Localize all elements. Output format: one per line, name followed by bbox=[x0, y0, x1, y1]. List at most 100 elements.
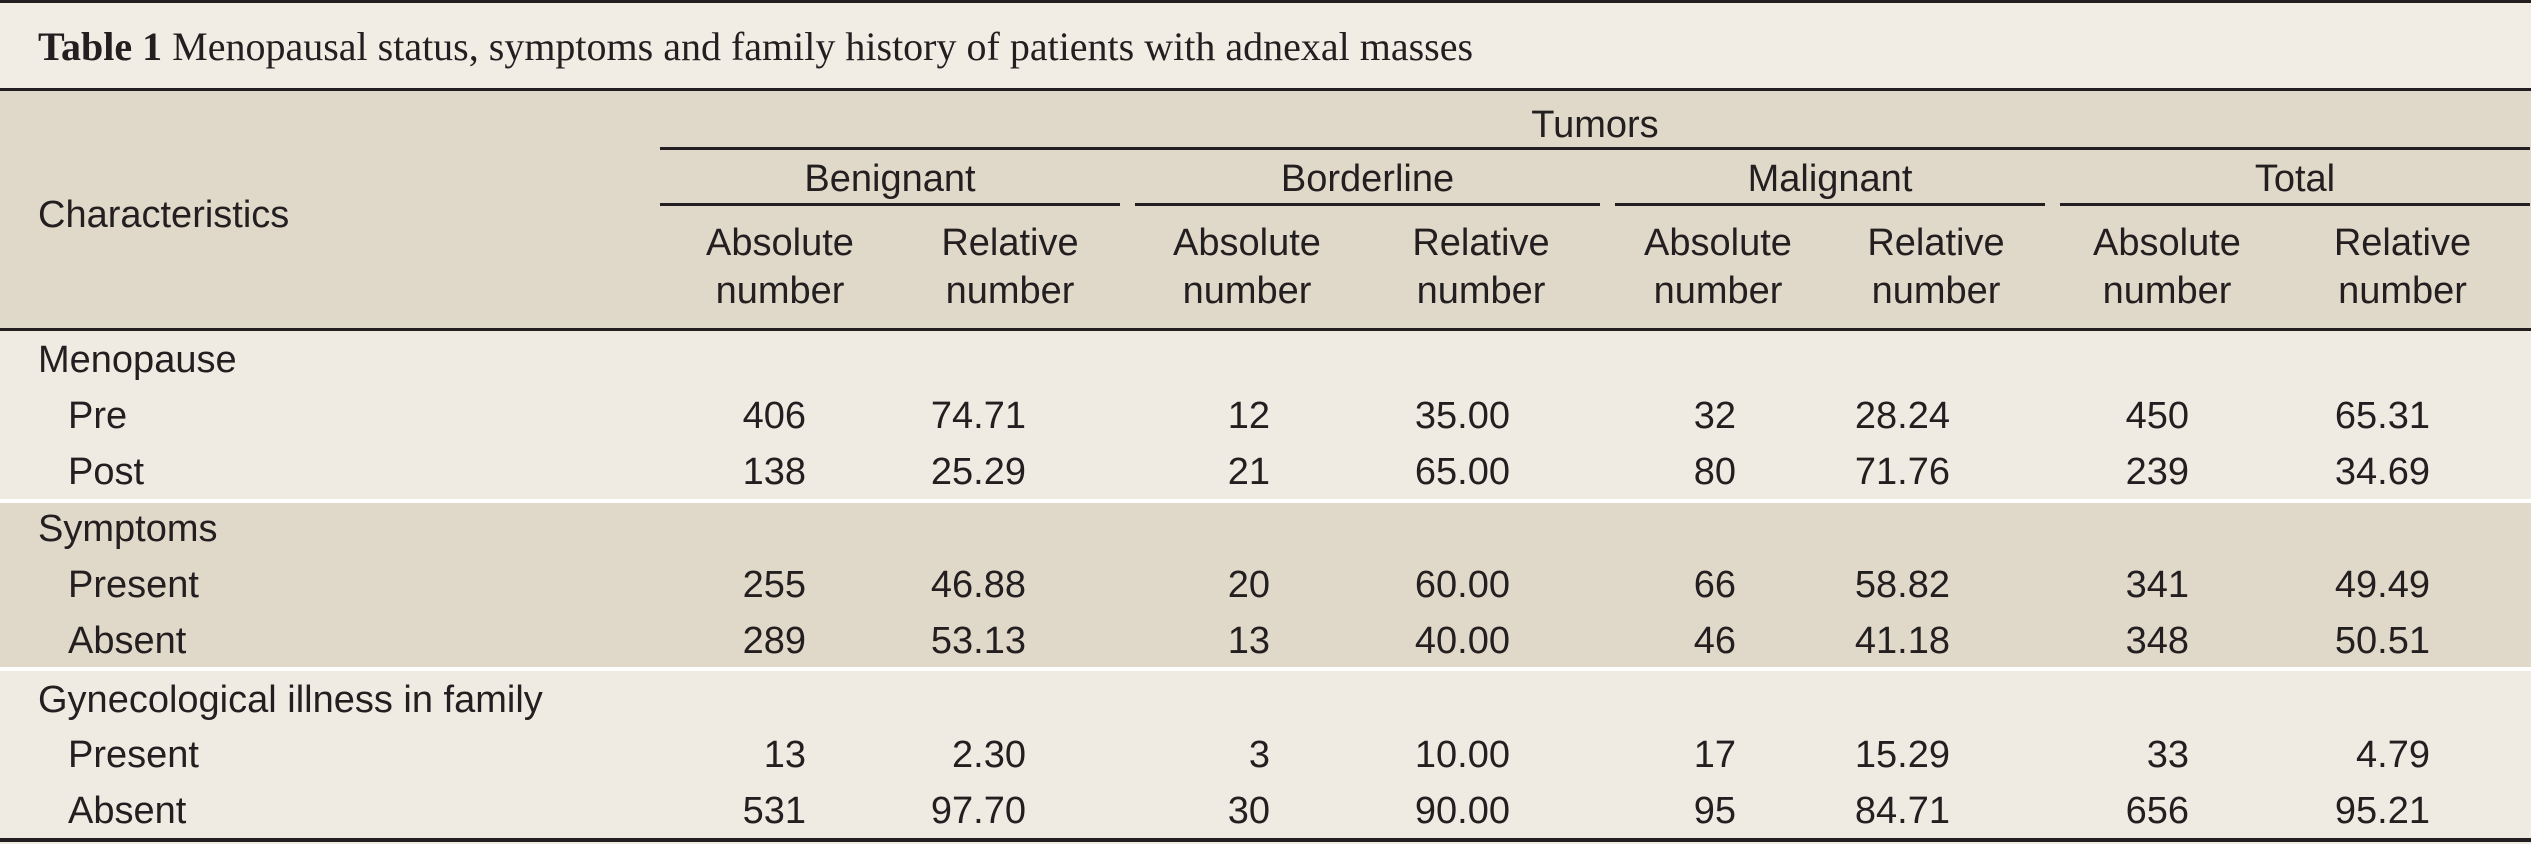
section-family bbox=[0, 667, 2531, 838]
table-cell: 15.29 bbox=[1854, 734, 1950, 776]
table-cell: 21 bbox=[1227, 451, 1270, 493]
subhdr-line: number bbox=[715, 270, 845, 312]
subhdr-line: Relative bbox=[1412, 222, 1550, 264]
header-tumors: Tumors bbox=[1531, 104, 1659, 146]
subhdr-line: number bbox=[1871, 270, 2001, 312]
subhdr-line: Absolute bbox=[1173, 222, 1321, 264]
table-cell: 97.70 bbox=[930, 790, 1026, 832]
subhdr-line: Absolute bbox=[1644, 222, 1792, 264]
table-cell: 4.79 bbox=[2356, 734, 2430, 776]
table-cell: 35.00 bbox=[1414, 395, 1510, 437]
table-header: Characteristics Tumors Benignant Borderl… bbox=[0, 88, 2531, 331]
subhdr-borderline-relative: Relative number bbox=[1381, 219, 1581, 315]
table-cell: 341 bbox=[2125, 564, 2189, 606]
row-label: Absent bbox=[68, 620, 187, 662]
subhdr-line: Absolute bbox=[706, 222, 854, 264]
group-malignant: Malignant bbox=[1747, 158, 1913, 200]
table-cell: 53.13 bbox=[930, 620, 1026, 662]
total-rule bbox=[2060, 203, 2530, 206]
table-cell: 2.30 bbox=[952, 734, 1026, 776]
subhdr-line: number bbox=[2338, 270, 2467, 312]
group-borderline: Borderline bbox=[1280, 158, 1455, 200]
table-cell: 255 bbox=[742, 564, 806, 606]
table-cell: 656 bbox=[2125, 790, 2189, 832]
table-cell: 84.71 bbox=[1854, 790, 1950, 832]
section-title: Gynecological illness in family bbox=[38, 679, 543, 721]
table-cell: 60.00 bbox=[1414, 564, 1510, 606]
subhdr-total-absolute: Absolute number bbox=[2067, 219, 2267, 315]
row-label: Present bbox=[68, 564, 199, 606]
table-cell: 90.00 bbox=[1414, 790, 1510, 832]
subhdr-borderline-absolute: Absolute number bbox=[1147, 219, 1347, 315]
subhdr-line: Relative bbox=[941, 222, 1079, 264]
caption-text: Table 1 Menopausal status, symptoms and … bbox=[38, 23, 1473, 71]
table-cell: 30 bbox=[1227, 790, 1270, 832]
table-cell: 13 bbox=[763, 734, 806, 776]
table-cell: 74.71 bbox=[930, 395, 1026, 437]
subhdr-total-relative: Relative number bbox=[2300, 219, 2505, 315]
group-total: Total bbox=[2254, 158, 2336, 200]
table-cell: 138 bbox=[742, 451, 806, 493]
table-cell: 65.00 bbox=[1414, 451, 1510, 493]
table-cell: 65.31 bbox=[2334, 395, 2430, 437]
table-cell: 10.00 bbox=[1414, 734, 1510, 776]
section-title: Menopause bbox=[38, 339, 237, 381]
subhdr-line: Relative bbox=[1867, 222, 2005, 264]
benignant-rule bbox=[660, 203, 1120, 206]
subhdr-line: number bbox=[1653, 270, 1783, 312]
table-cell: 32 bbox=[1693, 395, 1736, 437]
table-cell: 406 bbox=[742, 395, 806, 437]
subhdr-line: Absolute bbox=[2093, 222, 2241, 264]
table-cell: 41.18 bbox=[1854, 620, 1950, 662]
section-menopause bbox=[0, 331, 2531, 501]
borderline-rule bbox=[1135, 203, 1600, 206]
table-cell: 3 bbox=[1248, 734, 1270, 776]
table-cell: 13 bbox=[1227, 620, 1270, 662]
section-symptoms bbox=[0, 499, 2531, 669]
row-label: Present bbox=[68, 734, 199, 776]
table-cell: 28.24 bbox=[1854, 395, 1950, 437]
section-title: Symptoms bbox=[38, 508, 218, 550]
subhdr-malignant-relative: Relative number bbox=[1836, 219, 2036, 315]
subhdr-line: number bbox=[2102, 270, 2232, 312]
table-cell: 20 bbox=[1227, 564, 1270, 606]
group-benignant: Benignant bbox=[804, 158, 976, 200]
table-cell: 531 bbox=[742, 790, 806, 832]
table-cell: 80 bbox=[1693, 451, 1736, 493]
table-cell: 239 bbox=[2125, 451, 2189, 493]
table-cell: 46.88 bbox=[930, 564, 1026, 606]
subhdr-benignant-relative: Relative number bbox=[910, 219, 1110, 315]
subhdr-line: Relative bbox=[2333, 222, 2472, 264]
table-cell: 71.76 bbox=[1854, 451, 1950, 493]
row-label: Pre bbox=[68, 395, 128, 437]
header-characteristics: Characteristics bbox=[38, 194, 290, 236]
table-cell: 49.49 bbox=[2334, 564, 2430, 606]
table-cell: 17 bbox=[1693, 734, 1736, 776]
table-cell: 46 bbox=[1693, 620, 1736, 662]
caption-title: Menopausal status, symptoms and family h… bbox=[162, 24, 1474, 69]
table-cell: 348 bbox=[2125, 620, 2189, 662]
table-cell: 12 bbox=[1227, 395, 1270, 437]
subhdr-line: number bbox=[1416, 270, 1546, 312]
table-cell: 450 bbox=[2125, 395, 2189, 437]
table-cell: 33 bbox=[2146, 734, 2189, 776]
malignant-rule bbox=[1615, 203, 2045, 206]
caption-label: Table 1 bbox=[38, 24, 163, 69]
subhdr-malignant-absolute: Absolute number bbox=[1618, 219, 1818, 315]
subhdr-line: number bbox=[945, 270, 1075, 312]
table-cell: 66 bbox=[1693, 564, 1736, 606]
table-cell: 95 bbox=[1693, 790, 1736, 832]
table-cell: 34.69 bbox=[2334, 451, 2430, 493]
table-cell: 25.29 bbox=[930, 451, 1026, 493]
subhdr-line: number bbox=[1182, 270, 1312, 312]
table-caption: Table 1 Menopausal status, symptoms and … bbox=[0, 0, 2531, 88]
row-label: Post bbox=[68, 451, 145, 493]
table-cell: 58.82 bbox=[1854, 564, 1950, 606]
row-label: Absent bbox=[68, 790, 187, 832]
table-bottom-rule bbox=[0, 838, 2531, 842]
table-cell: 95.21 bbox=[2334, 790, 2430, 832]
subhdr-benignant-absolute: Absolute number bbox=[680, 219, 880, 315]
table-cell: 50.51 bbox=[2334, 620, 2430, 662]
table-cell: 40.00 bbox=[1414, 620, 1510, 662]
